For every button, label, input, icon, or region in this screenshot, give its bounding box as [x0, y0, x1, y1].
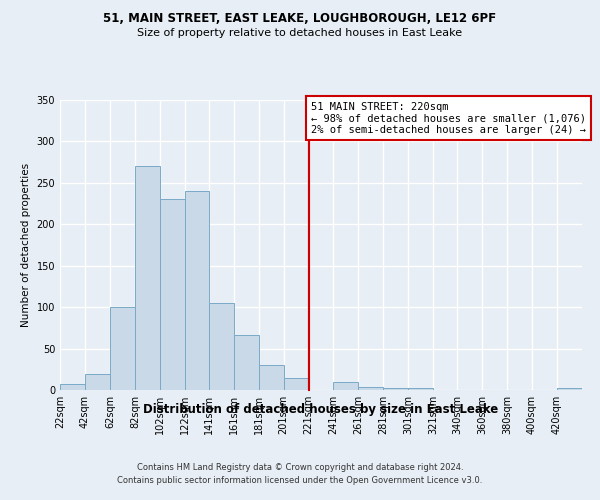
Text: Distribution of detached houses by size in East Leake: Distribution of detached houses by size …	[143, 402, 499, 415]
Bar	[160, 200, 185, 390]
Y-axis label: Number of detached properties: Number of detached properties	[21, 163, 31, 327]
Bar	[110, 307, 135, 390]
Bar	[135, 166, 160, 390]
Bar	[557, 388, 582, 390]
Text: 51, MAIN STREET, EAST LEAKE, LOUGHBOROUGH, LE12 6PF: 51, MAIN STREET, EAST LEAKE, LOUGHBOROUG…	[103, 12, 497, 26]
Text: Contains HM Land Registry data © Crown copyright and database right 2024.: Contains HM Land Registry data © Crown c…	[137, 462, 463, 471]
Bar	[284, 378, 308, 390]
Bar	[209, 303, 233, 390]
Bar	[358, 386, 383, 390]
Bar	[259, 365, 284, 390]
Bar	[185, 191, 209, 390]
Text: Size of property relative to detached houses in East Leake: Size of property relative to detached ho…	[137, 28, 463, 38]
Text: 51 MAIN STREET: 220sqm
← 98% of detached houses are smaller (1,076)
2% of semi-d: 51 MAIN STREET: 220sqm ← 98% of detached…	[311, 102, 586, 135]
Bar	[334, 382, 358, 390]
Text: Contains public sector information licensed under the Open Government Licence v3: Contains public sector information licen…	[118, 476, 482, 485]
Bar	[85, 374, 110, 390]
Bar	[409, 388, 433, 390]
Bar	[383, 388, 409, 390]
Bar	[60, 384, 85, 390]
Bar	[233, 336, 259, 390]
